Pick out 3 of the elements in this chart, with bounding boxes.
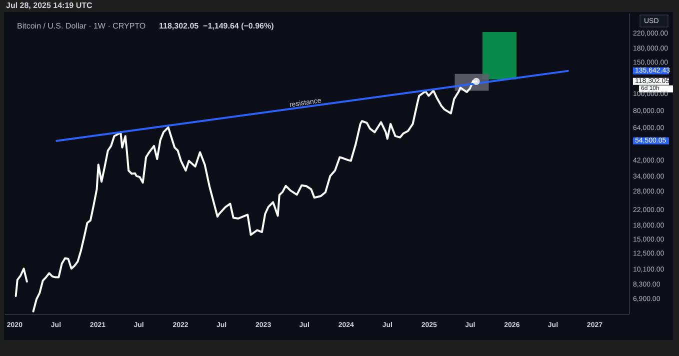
text: 118,302.05 −1,149.64 (−0.96%) — [159, 22, 274, 30]
text: Jul 28, 2025 14:19 UTC — [6, 1, 92, 10]
text: Bitcoin / U.S. Dollar · 1W · CRYPTO — [17, 22, 146, 30]
